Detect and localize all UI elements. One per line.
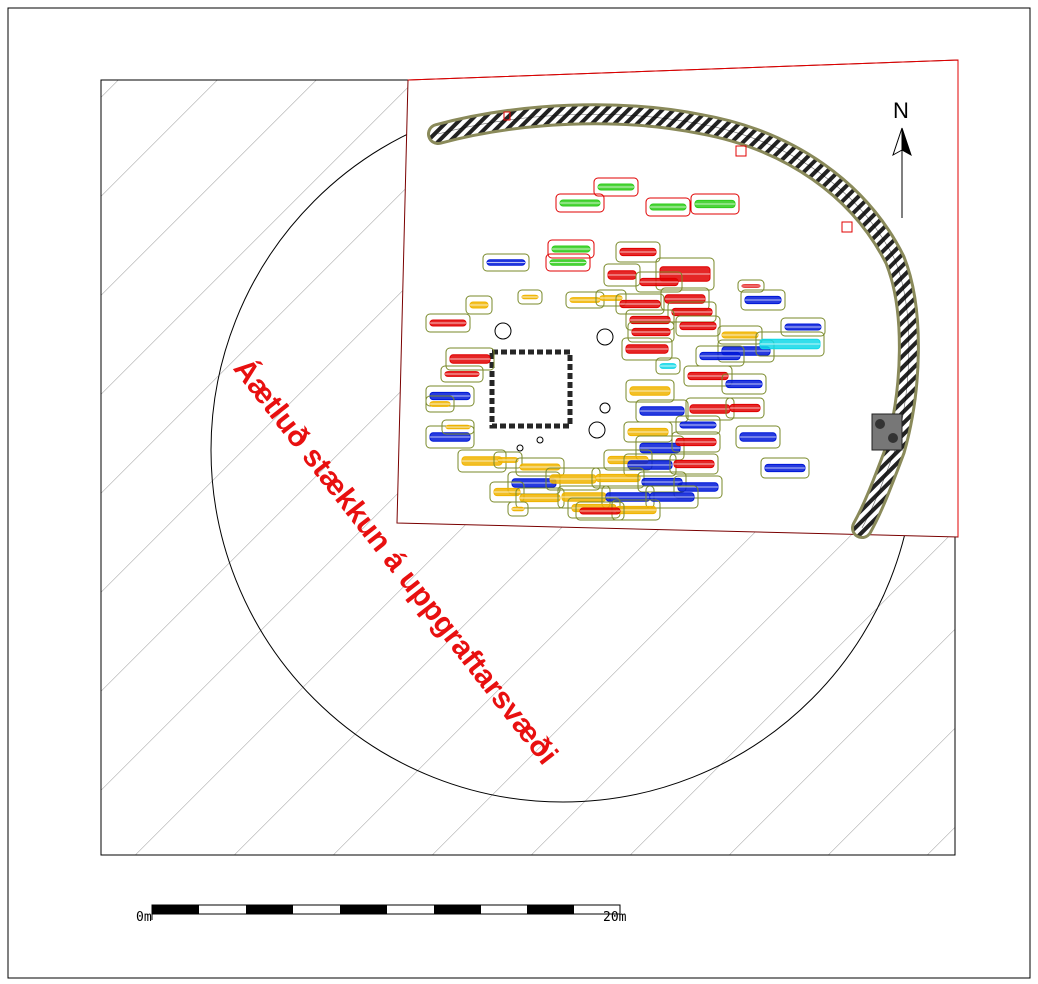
planned-area-hatch (101, 80, 955, 855)
grave-outline (555, 193, 605, 213)
grave-outline (603, 263, 641, 287)
boundary-marker (503, 111, 511, 121)
grave-outline (465, 295, 493, 315)
scale-start-label: 0m (136, 910, 152, 925)
grave-outline (621, 337, 673, 361)
grave-outline (593, 177, 639, 197)
grave-outline (545, 253, 591, 272)
church-foundation (489, 322, 614, 452)
grave-outline (515, 457, 565, 477)
grave-outline (669, 453, 719, 475)
grave-outline (625, 379, 675, 403)
burials-layer (425, 111, 853, 521)
grave-outline (760, 457, 810, 479)
grave-outline (737, 279, 765, 293)
grave-outline (780, 317, 826, 337)
grave-outline (655, 257, 715, 291)
grave-outline (482, 253, 530, 272)
grave-outline (615, 293, 665, 315)
north-arrow-icon (892, 127, 912, 218)
grave-outline (440, 365, 484, 383)
grave-outline (635, 435, 685, 461)
grave-outline (645, 197, 691, 217)
scale-end-label: 20m (603, 910, 627, 925)
grave-outline (595, 289, 627, 307)
grave-outline (627, 321, 675, 343)
grave-outline (637, 471, 687, 493)
grave-outline (740, 289, 786, 311)
grave-outline (690, 193, 740, 215)
grave-outline (425, 313, 471, 333)
grave-outline (725, 397, 765, 419)
grave-outline (547, 239, 595, 259)
grave-outline (645, 485, 699, 509)
grave-outline (755, 331, 825, 357)
grave-outline (425, 395, 455, 413)
grave-outline (603, 449, 653, 471)
grave-outline (507, 501, 529, 517)
grave-outline (635, 271, 683, 293)
grave-outline (655, 357, 681, 375)
grave-outline (623, 421, 673, 443)
grave-outline (683, 365, 733, 387)
grave-outline (425, 385, 475, 407)
grave-outline (671, 431, 721, 453)
grave-outline (717, 339, 775, 363)
boundary-marker (841, 221, 853, 233)
scale-bar-icon (151, 904, 621, 920)
grave-outline (615, 241, 661, 263)
grave-outline (445, 347, 495, 371)
grave-outline (717, 325, 763, 345)
grave-outline (441, 419, 475, 435)
grave-outline (721, 373, 767, 395)
grave-outline (517, 289, 543, 305)
grave-outline (489, 481, 525, 503)
boundary-marker (735, 145, 747, 157)
grave-outline (493, 451, 523, 469)
page-border (7, 7, 1031, 979)
wall-feature (871, 413, 903, 451)
grave-outline (735, 425, 781, 449)
grave-outline (675, 415, 721, 435)
north-label: N (893, 98, 909, 123)
grave-outline (575, 501, 625, 521)
